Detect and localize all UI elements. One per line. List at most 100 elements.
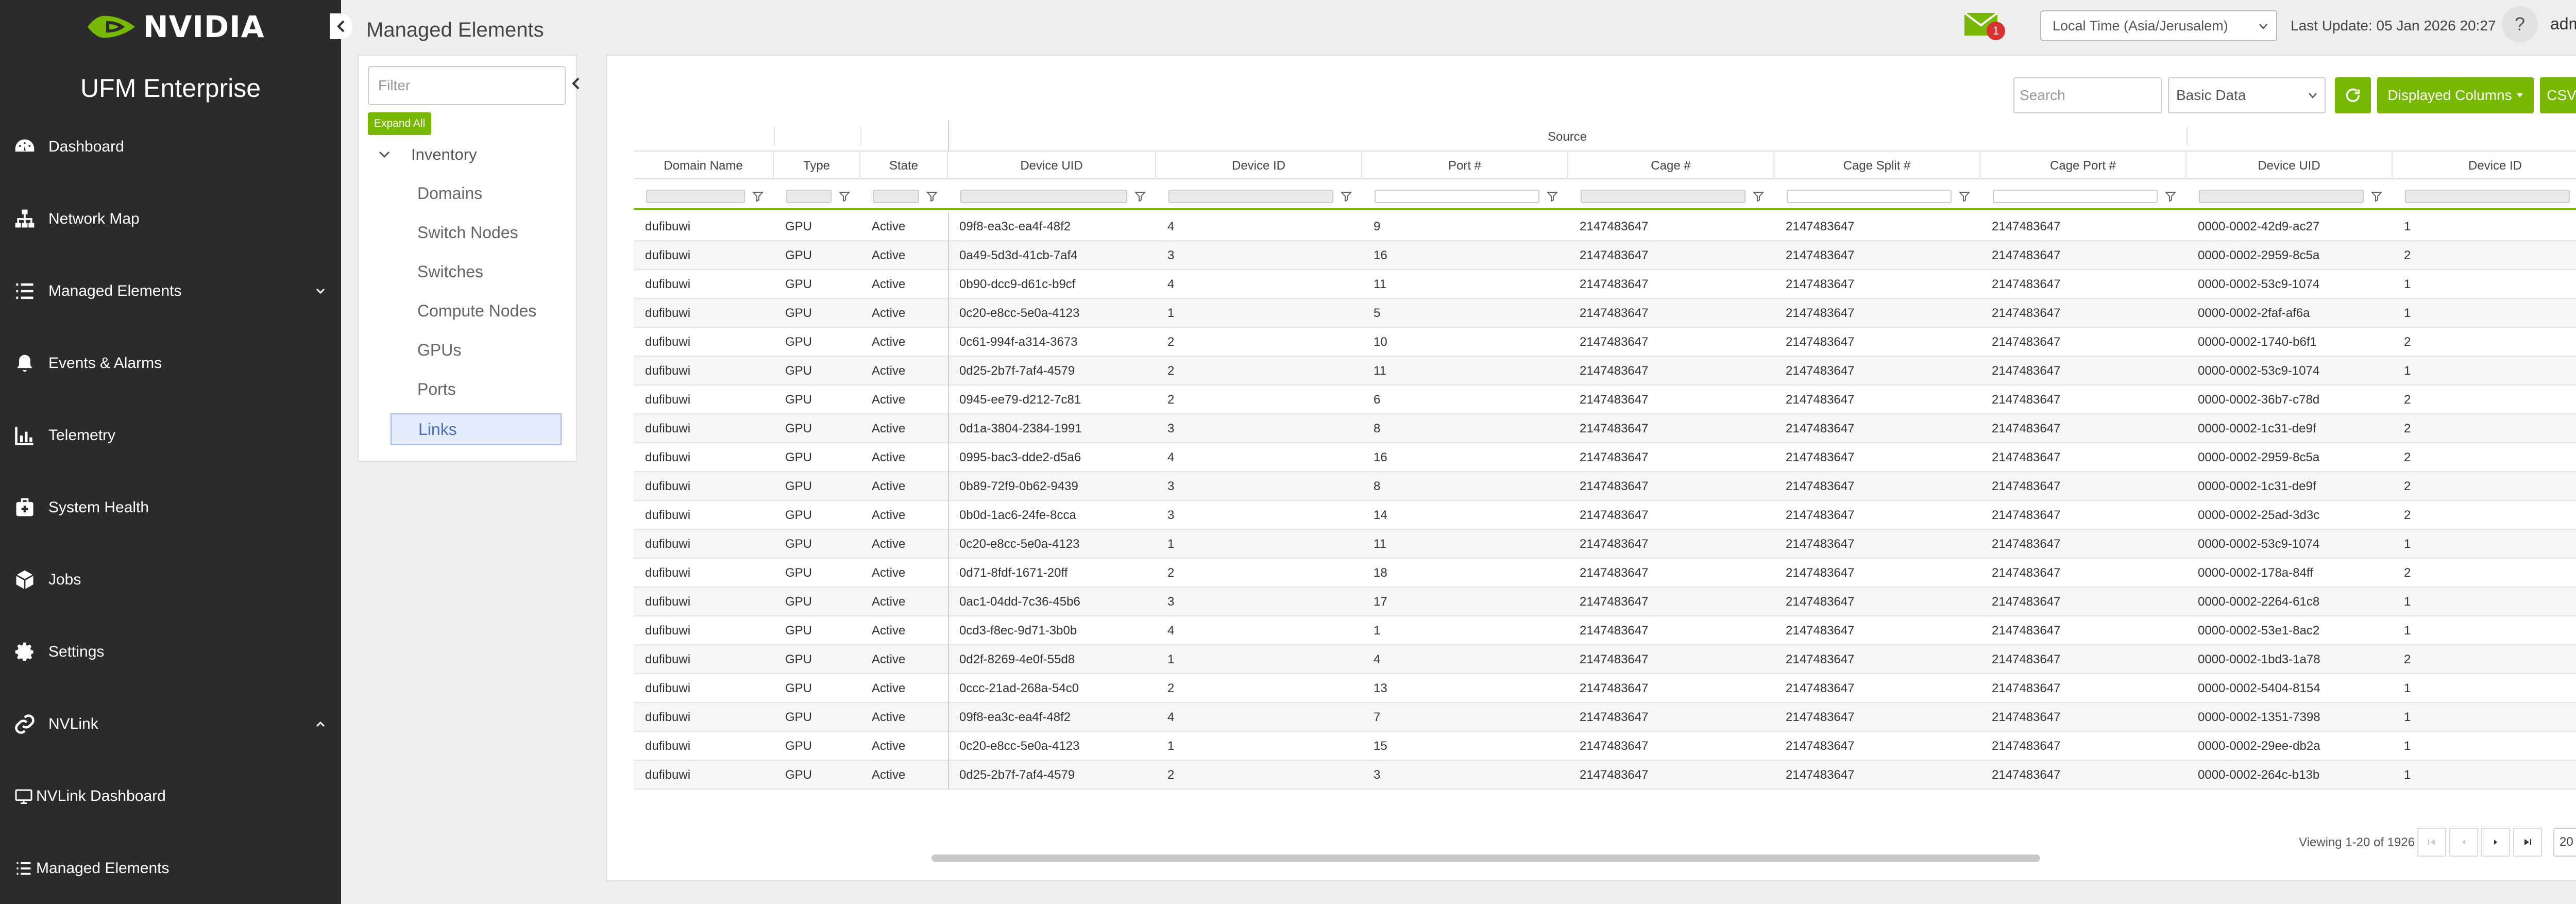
expand-all-button[interactable]: Expand All <box>368 112 432 135</box>
column-filter-input[interactable] <box>960 190 1127 203</box>
table-row[interactable]: dufibuwi GPU Active 0d2f-8269-4e0f-55d8 1 4 21… <box>634 645 2576 674</box>
cell-device-uid-2: 0000-0002-2959-8c5a <box>2198 450 2320 464</box>
tree-item-links[interactable]: Links <box>391 413 562 445</box>
collapse-panel-icon[interactable] <box>571 76 581 91</box>
page-size-select[interactable]: 20 <box>2553 828 2576 857</box>
filter-icon[interactable] <box>2371 191 2382 202</box>
filter-icon[interactable] <box>1134 191 1146 202</box>
filter-icon[interactable] <box>926 191 938 202</box>
table-row[interactable]: dufibuwi GPU Active 0c61-994f-a314-3673 2 10 2… <box>634 328 2576 357</box>
table-row[interactable]: dufibuwi GPU Active 0c20-e8cc-5e0a-4123 1 15 2… <box>634 732 2576 761</box>
sidebar-item-telemetry[interactable]: Telemetry <box>0 412 341 459</box>
column-filter-input[interactable] <box>873 190 919 203</box>
tree-item-domains[interactable]: Domains <box>417 183 483 203</box>
table-row[interactable]: dufibuwi GPU Active 09f8-ea3c-ea4f-48f2 4 7 21… <box>634 703 2576 732</box>
sidebar-item-nvlink[interactable]: NVLink <box>0 701 341 747</box>
sidebar-item-events-alarms[interactable]: Events & Alarms <box>0 340 341 387</box>
column-header-device-uid[interactable]: Device UID <box>948 153 1156 179</box>
filter-icon[interactable] <box>1753 191 1764 202</box>
previous-page-button[interactable] <box>2449 828 2478 857</box>
column-header-state[interactable]: State <box>860 153 948 179</box>
last-page-button[interactable] <box>2513 828 2542 857</box>
column-header-device-uid-2[interactable]: Device UID <box>2187 153 2393 179</box>
column-filter-input[interactable] <box>786 190 832 203</box>
user-menu[interactable]: admin <box>2550 14 2576 34</box>
cell-domain-name: dufibuwi <box>645 508 691 522</box>
table-row[interactable]: dufibuwi GPU Active 0d1a-3804-2384-1991 3 8 21… <box>634 414 2576 443</box>
refresh-button[interactable] <box>2335 77 2371 113</box>
column-filter-input[interactable] <box>1993 190 2158 203</box>
column-header-device-id[interactable]: Device ID <box>1156 153 1362 179</box>
displayed-columns-button[interactable]: Displayed Columns <box>2377 77 2534 113</box>
sidebar-item-settings[interactable]: Settings <box>0 629 341 675</box>
sidebar-item-network-map[interactable]: Network Map <box>0 196 341 242</box>
cell-device-id: 4 <box>1167 710 1175 724</box>
column-header-port[interactable]: Port # <box>1362 153 1568 179</box>
table-row[interactable]: dufibuwi GPU Active 0b0d-1ac6-24fe-8cca 3 14 2… <box>634 501 2576 530</box>
filter-icon[interactable] <box>839 191 850 202</box>
table-row[interactable]: dufibuwi GPU Active 0b90-dcc9-d61c-b9cf 4 11 2… <box>634 270 2576 299</box>
first-page-button[interactable] <box>2417 828 2446 857</box>
table-row[interactable]: dufibuwi GPU Active 0d71-8fdf-1671-20ff 2 18 2… <box>634 559 2576 588</box>
table-row[interactable]: dufibuwi GPU Active 0c20-e8cc-5e0a-4123 1 5 21… <box>634 299 2576 328</box>
column-filter-input[interactable] <box>1581 190 1745 203</box>
table-row[interactable]: dufibuwi GPU Active 0995-bac3-dde2-d5a6 4 16 2… <box>634 443 2576 472</box>
sidebar-item-nvlink-managed-elements[interactable]: Managed Elements <box>0 845 341 892</box>
cell-device-id-2: 1 <box>2404 595 2411 609</box>
column-header-device-id-2[interactable]: Device ID <box>2393 153 2576 179</box>
table-row[interactable]: dufibuwi GPU Active 0b89-72f9-0b62-9439 3 8 21… <box>634 472 2576 501</box>
tree-filter-input[interactable]: Filter <box>368 66 566 105</box>
sidebar-item-dashboard[interactable]: Dashboard <box>0 124 341 170</box>
table-row[interactable]: dufibuwi GPU Active 0ac1-04dd-7c36-45b6 3 17 2… <box>634 588 2576 616</box>
tree-item-switch-nodes[interactable]: Switch Nodes <box>417 223 518 242</box>
table-row[interactable]: dufibuwi GPU Active 09f8-ea3c-ea4f-48f2 4 9 21… <box>634 212 2576 241</box>
column-header-domain-name[interactable]: Domain Name <box>634 153 774 179</box>
table-row[interactable]: dufibuwi GPU Active 0945-ee79-d212-7c81 2 6 21… <box>634 386 2576 414</box>
view-select[interactable]: Basic Data <box>2168 77 2326 113</box>
filter-icon[interactable] <box>2165 191 2176 202</box>
table-row[interactable]: dufibuwi GPU Active 0cd3-f8ec-9d71-3b0b 4 1 21… <box>634 616 2576 645</box>
caret-down-icon <box>2516 93 2523 97</box>
cell-type: GPU <box>785 335 812 349</box>
next-page-button[interactable] <box>2481 828 2510 857</box>
table-row[interactable]: dufibuwi GPU Active 0ccc-21ad-268a-54c0 2 13 2… <box>634 674 2576 703</box>
column-header-cage[interactable]: Cage # <box>1568 153 1774 179</box>
filter-icon[interactable] <box>1547 191 1558 202</box>
filter-icon[interactable] <box>752 191 764 202</box>
tree-item-switches[interactable]: Switches <box>417 262 484 281</box>
tree-item-ports[interactable]: Ports <box>417 379 456 398</box>
column-header-type[interactable]: Type <box>774 153 860 179</box>
column-filter-input[interactable] <box>2199 190 2364 203</box>
filter-icon[interactable] <box>1341 191 1352 202</box>
table-row[interactable]: dufibuwi GPU Active 0c20-e8cc-5e0a-4123 1 11 2… <box>634 530 2576 559</box>
chevron-down-icon[interactable] <box>314 285 327 297</box>
column-header-cage-port[interactable]: Cage Port # <box>1980 153 2187 179</box>
column-filter-input[interactable] <box>1375 190 1539 203</box>
sidebar-item-system-health[interactable]: System Health <box>0 484 341 531</box>
filter-icon[interactable] <box>1959 191 1970 202</box>
table-row[interactable]: dufibuwi GPU Active 0a49-5d3d-41cb-7af4 3 16 2… <box>634 241 2576 270</box>
timezone-select[interactable]: Local Time (Asia/Jerusalem) <box>2040 10 2277 41</box>
column-filter-input[interactable] <box>646 190 745 203</box>
sidebar-item-nvlink-dashboard[interactable]: NVLink Dashboard <box>0 773 341 819</box>
column-filter-input[interactable] <box>2405 190 2570 203</box>
chevron-up-icon[interactable] <box>314 718 327 730</box>
cell-device-uid-2: 0000-0002-1c31-de9f <box>2198 479 2316 493</box>
horizontal-scrollbar[interactable] <box>931 855 2040 862</box>
notifications-button[interactable]: 1 <box>1964 11 2005 40</box>
sidebar-item-managed-elements[interactable]: Managed Elements <box>0 268 341 314</box>
table-row[interactable]: dufibuwi GPU Active 0d25-2b7f-7af4-4579 2 3 21… <box>634 761 2576 790</box>
table-search-input[interactable]: Search <box>2013 77 2162 113</box>
column-filter-input[interactable] <box>1168 190 1333 203</box>
table-row[interactable]: dufibuwi GPU Active 0d25-2b7f-7af4-4579 2 11 2… <box>634 357 2576 386</box>
column-filter-input[interactable] <box>1787 190 1952 203</box>
csv-export-button[interactable]: CSV <box>2540 77 2576 113</box>
tree-item-compute-nodes[interactable]: Compute Nodes <box>417 301 537 320</box>
help-button[interactable]: ? <box>2502 6 2538 42</box>
tree-item-gpus[interactable]: GPUs <box>417 340 462 359</box>
tree-node-inventory[interactable]: Inventory <box>378 145 477 164</box>
column-header-cage-split[interactable]: Cage Split # <box>1774 153 1980 179</box>
nvidia-logo[interactable]: NVIDIA <box>87 9 265 44</box>
sidebar-item-jobs[interactable]: Jobs <box>0 557 341 603</box>
sidebar-collapse-button[interactable] <box>330 13 352 39</box>
